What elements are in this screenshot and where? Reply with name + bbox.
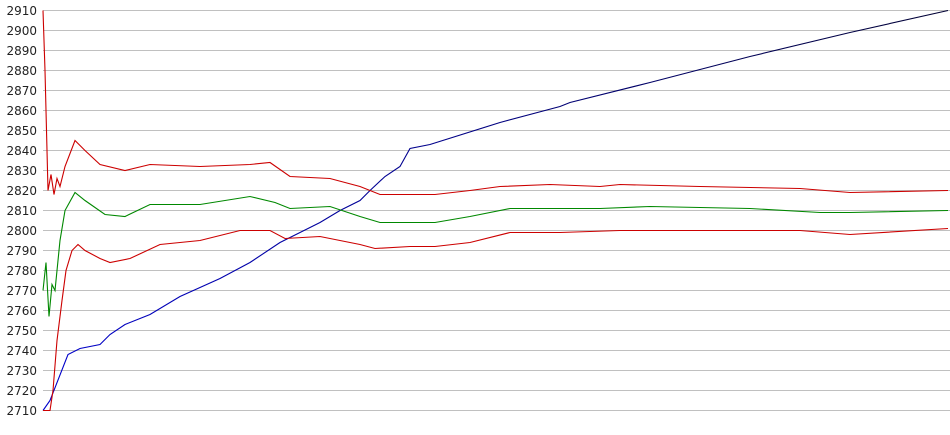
y-tick-label: 2840 [6,144,37,158]
y-tick-label: 2870 [6,84,37,98]
y-tick-label: 2890 [6,44,37,58]
y-tick-label: 2750 [6,324,37,338]
y-axis: 2710 2720 2730 2740 2750 2760 2770 2780 2790 2800… [6,4,37,418]
y-tick-label: 2720 [6,384,37,398]
series-line-2 [42,191,949,317]
y-tick-label: 2710 [6,404,37,418]
y-tick-label: 2780 [6,264,37,278]
series-line-1 [42,10,949,196]
y-tick-label: 2820 [6,184,37,198]
y-tick-label: 2800 [6,224,37,238]
gridlines [43,10,950,411]
y-tick-label: 2830 [6,164,37,178]
series-line-0 [42,9,949,411]
y-tick-label: 2880 [6,64,37,78]
y-tick-label: 2850 [6,124,37,138]
y-tick-label: 2760 [6,304,37,318]
y-tick-label: 2740 [6,344,37,358]
y-tick-label: 2790 [6,244,37,258]
y-tick-label: 2900 [6,24,37,38]
series-lines [42,9,949,412]
y-tick-label: 2770 [6,284,37,298]
y-tick-label: 2910 [6,4,37,18]
series-line-3 [43,227,949,412]
y-tick-label: 2810 [6,204,37,218]
y-tick-label: 2860 [6,104,37,118]
y-tick-label: 2730 [6,364,37,378]
